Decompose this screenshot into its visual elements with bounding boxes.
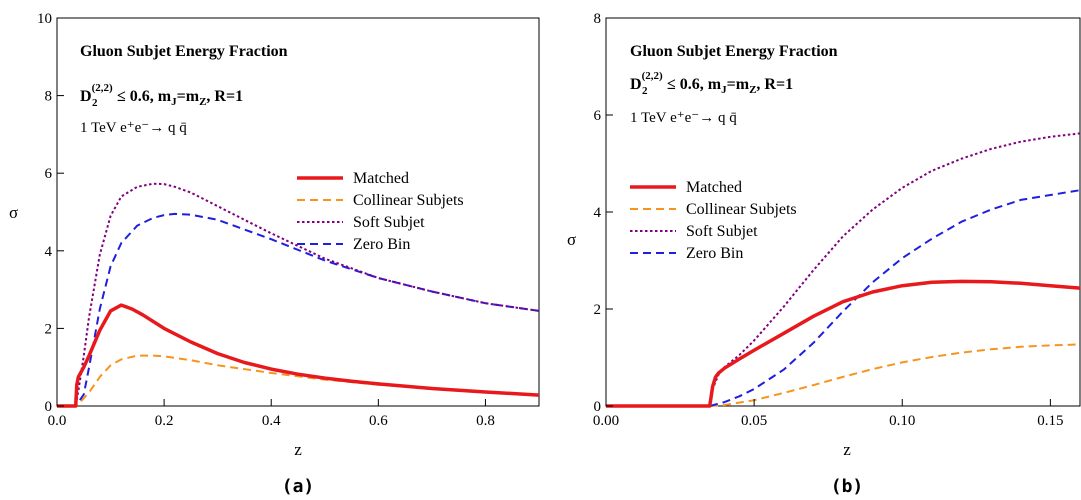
chart-title-a: Gluon Subjet Energy Fraction <box>80 43 288 60</box>
x-tick-label: 0.4 <box>262 413 281 429</box>
plot-frame-a <box>56 17 540 407</box>
series-line-matched <box>606 279 1081 408</box>
legend-label: Collinear Subjets <box>686 201 797 218</box>
legend-label: Soft Subjet <box>353 214 425 231</box>
chart-panel-b: 0.00 0.05 0.10 0.15 0 2 4 6 8 z σ Gluon Subjet … <box>567 11 1081 459</box>
x-tick-label: 0.10 <box>889 413 915 429</box>
y-tick-label: 6 <box>594 108 602 124</box>
subtitle-mj-sub-a: J <box>171 96 177 108</box>
subtitle-d-sub-a: 2 <box>92 97 98 109</box>
chart-subtitle-a: D(2,2) 2 ≤ 0.6, mJ=mZ, R=1 <box>80 82 243 109</box>
legend-label: Matched <box>686 179 742 196</box>
y-tick-label: 8 <box>594 11 602 27</box>
subtitle-eq-b: =m <box>727 76 750 93</box>
caption-b: (b) <box>831 476 864 497</box>
x-axis-label-a: z <box>294 440 302 459</box>
y-tick-label: 8 <box>45 89 53 105</box>
x-tick-label: 0.00 <box>593 413 619 429</box>
process-note-b: 1 TeV e⁺e⁻→ q q̄ <box>630 110 737 126</box>
subtitle-cond-a: ≤ 0.6, m <box>117 88 172 105</box>
subtitle-d-a: D <box>80 88 92 105</box>
subtitle-d-sup-a: (2,2) <box>92 82 113 94</box>
subtitle-mz-sub-b: Z <box>749 84 756 96</box>
x-tick-label: 0.8 <box>476 413 495 429</box>
series-line-matched <box>57 303 540 408</box>
subtitle-d-sub-b: 2 <box>642 85 648 97</box>
subtitle-eq-a: =m <box>177 88 200 105</box>
process-note-a: 1 TeV e⁺e⁻→ q q̄ <box>80 120 187 136</box>
series-line-collinear-subjets <box>57 354 540 407</box>
curves-a <box>57 182 540 408</box>
subtitle-cond-b: ≤ 0.6, m <box>667 76 722 93</box>
x-tick-label: 0.05 <box>741 413 767 429</box>
y-tick-label: 4 <box>594 205 602 221</box>
x-axis-label-b: z <box>843 440 851 459</box>
curves-b <box>606 132 1081 408</box>
y-tick-label: 0 <box>45 399 53 415</box>
y-tick-label: 6 <box>45 166 53 182</box>
chart-subtitle-b: D(2,2) 2 ≤ 0.6, mJ=mZ, R=1 <box>630 70 793 97</box>
x-tick-label: 0.15 <box>1037 413 1063 429</box>
x-tick-label: 0.0 <box>48 413 67 429</box>
x-ticks-a: 0.0 0.2 0.4 0.6 0.8 <box>48 399 495 429</box>
subtitle-d-b: D <box>630 76 642 93</box>
legend-label: Soft Subjet <box>686 223 758 240</box>
y-tick-label: 2 <box>594 302 602 318</box>
y-axis-label-a: σ <box>9 203 18 222</box>
legend-label: Zero Bin <box>686 245 743 262</box>
series-line-collinear-subjets <box>606 343 1081 407</box>
y-ticks-a: 0 2 4 6 8 10 <box>37 11 64 415</box>
y-tick-label: 2 <box>45 321 53 337</box>
legend-label: Zero Bin <box>353 236 410 253</box>
subtitle-mz-sub-a: Z <box>199 96 206 108</box>
legend-b: Matched Collinear Subjets Soft Subjet Zero … <box>630 179 797 262</box>
legend-label: Collinear Subjets <box>353 192 464 209</box>
x-ticks-b: 0.00 0.05 0.10 0.15 <box>593 399 1064 429</box>
y-tick-label: 4 <box>45 244 53 260</box>
chart-title-b: Gluon Subjet Energy Fraction <box>630 43 838 60</box>
y-tick-label: 0 <box>594 399 602 415</box>
y-tick-label: 10 <box>37 11 52 27</box>
series-line-soft-subjet <box>57 182 540 407</box>
subtitle-d-sup-b: (2,2) <box>642 70 663 82</box>
caption-a: (a) <box>282 476 315 497</box>
y-axis-label-b: σ <box>567 230 576 249</box>
x-tick-label: 0.6 <box>369 413 388 429</box>
y-ticks-b: 0 2 4 6 8 <box>594 11 613 415</box>
x-tick-label: 0.2 <box>155 413 174 429</box>
legend-a: Matched Collinear Subjets Soft Subjet Zero … <box>297 170 464 253</box>
legend-label: Matched <box>353 170 409 187</box>
series-line-zero-bin <box>606 189 1081 407</box>
chart-panel-a: 0.0 0.2 0.4 0.6 0.8 0 2 4 6 8 10 z σ Gluon Subjet… <box>9 11 540 459</box>
subtitle-mj-sub-b: J <box>721 84 727 96</box>
subtitle-tail-b: , R=1 <box>756 76 793 93</box>
subtitle-tail-a: , R=1 <box>206 88 243 105</box>
series-line-soft-subjet <box>606 132 1081 407</box>
